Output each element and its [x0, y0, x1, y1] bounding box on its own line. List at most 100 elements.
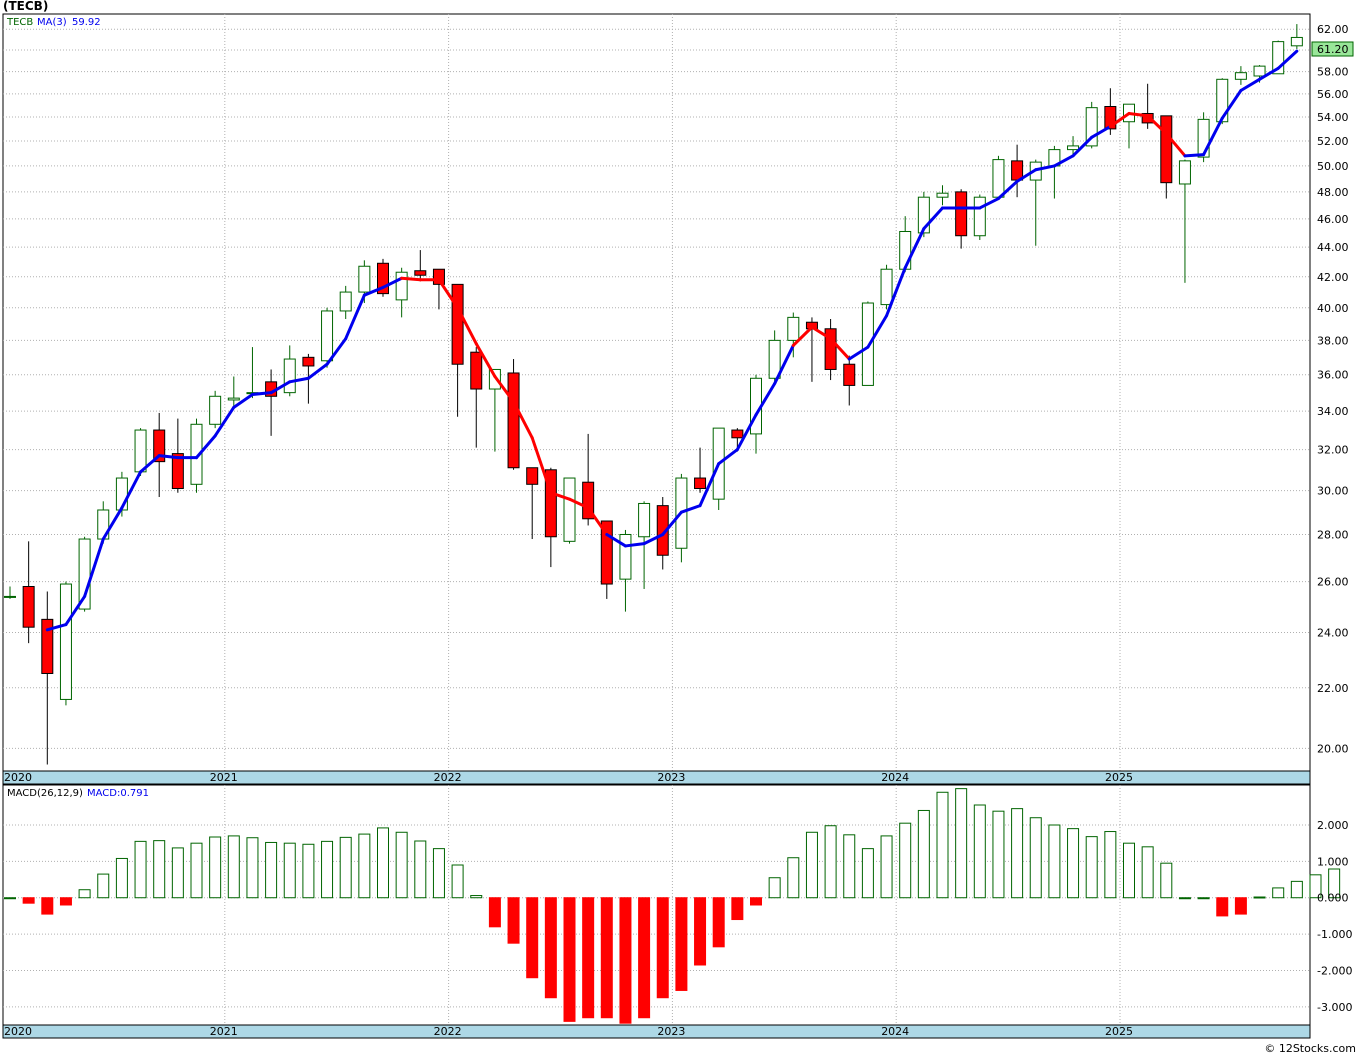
ma-segment	[1220, 88, 1243, 120]
candle	[22, 541, 35, 644]
ma-segment	[83, 537, 105, 598]
candle-body	[470, 351, 483, 390]
macd-bar	[1067, 828, 1080, 899]
macd-bar	[544, 897, 557, 999]
chart-header-title: (TECB)	[3, 0, 49, 13]
macd-bar	[414, 840, 427, 899]
candle	[768, 330, 781, 386]
candle-body	[955, 191, 968, 237]
price-y-tick-label: 32.00	[1317, 444, 1349, 457]
macd-bar	[209, 836, 222, 899]
ma-segment	[381, 276, 404, 289]
macd-bar	[190, 842, 203, 899]
price-y-tick-label: 20.00	[1317, 742, 1349, 755]
ma-segment	[362, 285, 385, 297]
macd-bar	[563, 897, 576, 1022]
macd-x-tick-label: 2020	[4, 1025, 32, 1038]
ma-segment	[195, 434, 217, 460]
candle	[4, 586, 16, 599]
ma-segment	[791, 325, 814, 347]
ma-segment	[717, 448, 739, 466]
ma-segment	[437, 278, 460, 310]
ma-segment	[623, 542, 646, 548]
candle-body	[544, 469, 557, 538]
macd-bar	[1253, 896, 1266, 899]
ma-segment	[847, 345, 870, 361]
macd-bar	[712, 897, 725, 948]
candle	[283, 345, 296, 397]
last-price-badge: 61.20	[1311, 41, 1354, 57]
candle	[321, 307, 334, 368]
ma-segment	[773, 343, 795, 386]
ma-segment	[679, 504, 702, 514]
macd-bar	[171, 847, 184, 899]
ma-segment	[829, 337, 851, 361]
candle-body	[880, 268, 893, 306]
macd-x-tick-label: 2023	[657, 1025, 685, 1038]
candle-body	[1290, 36, 1303, 47]
candle	[1290, 24, 1303, 49]
candle-body	[899, 230, 912, 270]
ma-segment	[754, 382, 777, 417]
ma-segment	[1276, 49, 1299, 70]
macd-bar	[694, 897, 707, 966]
macd-x-tick-label: 2025	[1105, 1025, 1133, 1038]
ma-segment	[642, 532, 665, 546]
macd-bar	[1309, 874, 1322, 899]
macd-y-tick-label: 0.000	[1317, 892, 1349, 905]
macd-bar	[955, 788, 968, 899]
candle	[1141, 83, 1154, 129]
ma-segment	[568, 497, 590, 510]
ma-segment	[288, 376, 310, 384]
candle-body	[824, 328, 837, 370]
ma-segment	[698, 462, 721, 508]
macd-bar	[992, 810, 1005, 899]
ma-segment	[45, 623, 68, 632]
candle-body	[600, 520, 613, 585]
price-y-tick-label: 50.00	[1317, 160, 1349, 173]
candle-body	[41, 618, 54, 674]
ma-segment	[903, 227, 926, 270]
macd-bar	[4, 897, 16, 900]
price-y-tick-label: 28.00	[1317, 528, 1349, 541]
last-price-label: 61.20	[1317, 43, 1349, 56]
candle-body	[1067, 145, 1080, 151]
macd-bar	[899, 822, 912, 899]
candle-body	[843, 363, 856, 386]
candle	[544, 467, 557, 568]
macd-bar	[432, 848, 445, 899]
candle-body	[488, 368, 501, 390]
macd-bar	[451, 864, 464, 899]
price-y-tick-label: 58.00	[1317, 66, 1349, 79]
price-y-axis: 20.00 22.00 24.00 26.00 28.00 30.00 32.00 34.00…	[1317, 23, 1349, 755]
candle	[470, 347, 483, 448]
candle-body	[1272, 41, 1285, 75]
price-x-tick-label: 2024	[881, 771, 909, 784]
macd-bar	[1011, 808, 1024, 899]
candle-body	[1216, 78, 1229, 123]
ma-segment	[512, 400, 534, 440]
macd-bar	[1197, 897, 1210, 900]
candle	[171, 418, 184, 493]
macd-bar	[619, 897, 632, 1024]
price-y-tick-label: 54.00	[1317, 111, 1349, 124]
macd-bar	[78, 889, 91, 899]
candle	[59, 581, 72, 706]
macd-bar	[134, 840, 147, 899]
macd-legend-name: MACD(26,12,9)	[7, 788, 83, 799]
candle	[1085, 101, 1098, 149]
macd-bar	[1272, 887, 1285, 899]
candle-body	[619, 533, 632, 580]
macd-bar	[768, 877, 781, 899]
macd-bar	[302, 843, 315, 899]
price-x-tick-label: 2021	[210, 771, 238, 784]
macd-bar	[936, 791, 949, 899]
price-grid	[3, 14, 1310, 771]
macd-bar	[1290, 880, 1303, 899]
price-legend: TECB MA(3) 59.92	[6, 17, 101, 28]
macd-x-axis-band	[2, 1024, 1311, 1039]
candle-body	[917, 196, 930, 234]
candle-body	[656, 505, 669, 556]
ma-segment	[605, 532, 627, 548]
ma-segment	[493, 375, 516, 404]
